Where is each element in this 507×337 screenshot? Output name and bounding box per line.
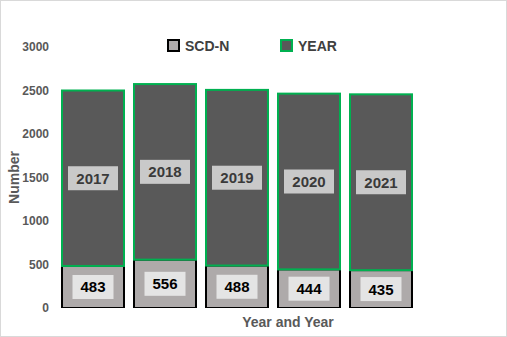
data-label: 488 bbox=[224, 278, 249, 295]
bar-segment bbox=[278, 94, 340, 270]
data-label: 435 bbox=[368, 281, 393, 298]
legend-swatch bbox=[281, 40, 292, 51]
y-axis-label: Number bbox=[6, 151, 22, 204]
bar-segment bbox=[62, 91, 124, 266]
bar-segment bbox=[134, 260, 196, 308]
data-label-box bbox=[140, 160, 190, 184]
legend-label: SCD-N bbox=[185, 38, 229, 54]
x-axis-label: Year and Year bbox=[242, 314, 334, 330]
data-label-box bbox=[212, 166, 262, 190]
y-tick-label: 2500 bbox=[22, 84, 49, 98]
bar-segment bbox=[350, 94, 412, 270]
legend-swatch bbox=[168, 40, 179, 51]
y-tick-label: 1000 bbox=[22, 214, 49, 228]
data-label-box bbox=[68, 166, 118, 190]
data-label-box bbox=[361, 277, 402, 301]
data-label: 2019 bbox=[220, 169, 253, 186]
bar-segment bbox=[206, 266, 268, 308]
y-tick-label: 3000 bbox=[22, 40, 49, 54]
data-label-box bbox=[284, 170, 334, 194]
y-tick-label: 2000 bbox=[22, 127, 49, 141]
data-label-box bbox=[145, 272, 186, 296]
data-label: 556 bbox=[152, 275, 177, 292]
data-label: 2021 bbox=[364, 174, 397, 191]
bar-segment bbox=[278, 269, 340, 308]
data-label: 2017 bbox=[76, 170, 109, 187]
data-label: 2020 bbox=[292, 173, 325, 190]
data-label-box bbox=[356, 170, 406, 194]
data-label-box bbox=[73, 275, 114, 299]
data-label: 444 bbox=[296, 280, 322, 297]
bar-segment bbox=[350, 270, 412, 308]
data-label: 2018 bbox=[148, 163, 181, 180]
y-tick-label: 0 bbox=[42, 301, 49, 315]
data-label-box bbox=[217, 275, 258, 299]
bar-segment bbox=[206, 90, 268, 266]
chart: 0 500 1000 1500 2000 2500 3000 Number Year and Y… bbox=[0, 0, 507, 337]
y-tick-label: 500 bbox=[29, 258, 49, 272]
data-label: 483 bbox=[80, 278, 105, 295]
y-tick-label: 1500 bbox=[22, 171, 49, 185]
data-label-box bbox=[289, 277, 330, 301]
bar-segment bbox=[134, 84, 196, 260]
bar-segment bbox=[62, 266, 124, 308]
data-labels: 483 556 488 444 435 2017 2018 2019 2020 2021 bbox=[68, 160, 406, 301]
bars bbox=[62, 84, 412, 308]
legend-label: YEAR bbox=[298, 38, 337, 54]
chart-frame bbox=[1, 1, 507, 337]
